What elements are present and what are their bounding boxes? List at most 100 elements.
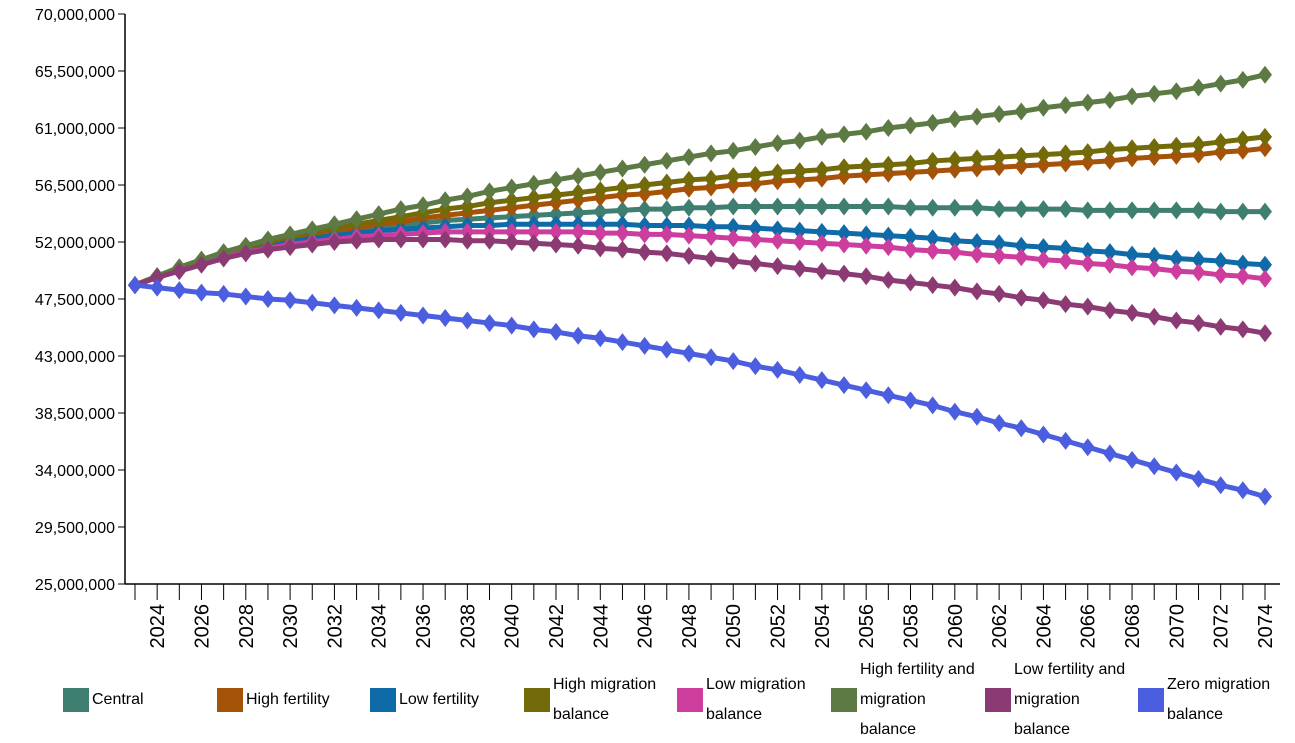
x-tick-label: 2036 (413, 604, 435, 649)
point-marker (1102, 151, 1117, 170)
point-marker (1191, 469, 1206, 488)
point-marker (482, 182, 497, 201)
point-marker (1080, 153, 1095, 172)
point-marker (1235, 254, 1250, 273)
point-marker (1125, 87, 1140, 106)
point-marker (482, 314, 497, 333)
point-marker (1102, 201, 1117, 220)
point-marker (1080, 143, 1095, 162)
point-marker (150, 268, 165, 287)
point-marker (1258, 127, 1272, 146)
point-marker (903, 391, 918, 410)
legend-swatch (677, 688, 703, 712)
point-marker (925, 276, 940, 295)
point-marker (460, 311, 475, 330)
point-marker (726, 141, 741, 160)
point-marker (1169, 146, 1184, 165)
series-line (134, 221, 1266, 288)
point-marker (1058, 239, 1073, 258)
point-marker (504, 222, 519, 241)
point-marker (548, 170, 563, 189)
point-marker (726, 252, 741, 270)
point-marker (726, 167, 741, 186)
legend-label: High migration balance (553, 676, 657, 723)
point-marker (1080, 241, 1095, 260)
point-marker (1258, 202, 1272, 221)
point-marker (726, 352, 741, 371)
legend-swatch (217, 688, 243, 712)
legend-swatch (63, 688, 89, 712)
point-marker (571, 203, 586, 222)
point-marker (416, 230, 431, 249)
point-marker (748, 219, 763, 238)
point-marker (1169, 262, 1184, 281)
point-marker (1036, 200, 1051, 219)
point-marker (659, 173, 674, 192)
point-marker (881, 271, 896, 289)
point-marker (1125, 245, 1140, 264)
point-marker (748, 230, 763, 249)
point-marker (593, 163, 608, 182)
point-marker (881, 238, 896, 257)
point-marker (992, 414, 1007, 433)
x-tick-label: 2052 (768, 604, 790, 649)
x-tick-label: 2026 (191, 604, 213, 649)
point-marker (637, 336, 652, 355)
point-marker (704, 227, 719, 246)
point-marker (593, 181, 608, 200)
point-marker (1014, 200, 1029, 219)
point-marker (837, 158, 852, 177)
point-marker (1213, 317, 1228, 336)
point-marker (371, 301, 386, 320)
point-marker (947, 150, 962, 169)
point-marker (504, 191, 519, 210)
series-line (134, 282, 1266, 500)
point-marker (681, 148, 696, 167)
point-marker (1080, 438, 1095, 457)
point-marker (947, 160, 962, 179)
point-marker (460, 231, 475, 250)
point-marker (1058, 200, 1073, 219)
point-marker (837, 197, 852, 216)
point-marker (416, 306, 431, 325)
series-line (134, 236, 1266, 336)
point-marker (748, 357, 763, 376)
point-marker (704, 348, 719, 367)
y-tick-label: 56,500,000 (35, 178, 115, 195)
point-marker (1125, 149, 1140, 168)
point-marker (194, 255, 209, 274)
point-marker (659, 225, 674, 244)
point-marker (260, 240, 275, 259)
point-marker (681, 216, 696, 235)
point-marker (1258, 269, 1272, 288)
point-marker (1191, 145, 1206, 164)
point-marker (969, 149, 984, 168)
point-marker (1258, 255, 1272, 274)
point-marker (1036, 145, 1051, 164)
point-marker (814, 371, 829, 390)
point-marker (947, 402, 962, 421)
y-tick-label: 52,000,000 (35, 235, 115, 252)
point-marker (992, 234, 1007, 253)
x-tick-label: 2048 (679, 604, 701, 649)
legend-item: High fertility (217, 655, 366, 743)
legend-swatch (985, 688, 1011, 712)
point-marker (393, 200, 408, 219)
legend-label: High fertility (246, 691, 330, 708)
point-marker (593, 239, 608, 258)
point-marker (1036, 155, 1051, 174)
legend-item: High migration balance (524, 655, 673, 743)
point-marker (925, 229, 940, 248)
point-marker (1235, 202, 1250, 221)
point-marker (1102, 444, 1117, 463)
series (128, 230, 1272, 343)
point-marker (659, 200, 674, 219)
point-marker (925, 113, 940, 132)
point-marker (681, 170, 696, 189)
point-marker (1058, 431, 1073, 450)
point-marker (947, 243, 962, 262)
point-marker (859, 197, 874, 216)
point-marker (992, 284, 1007, 303)
point-marker (637, 225, 652, 244)
point-marker (1169, 311, 1184, 330)
